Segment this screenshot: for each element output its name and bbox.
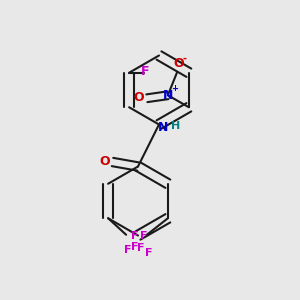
Text: O: O xyxy=(173,57,184,70)
Text: H: H xyxy=(171,121,180,131)
Text: F: F xyxy=(145,248,152,258)
Text: -: - xyxy=(182,53,186,63)
Text: O: O xyxy=(100,154,110,168)
Text: F: F xyxy=(140,231,148,241)
Text: F: F xyxy=(131,231,139,241)
Text: O: O xyxy=(134,91,144,104)
Text: N: N xyxy=(163,89,173,102)
Text: +: + xyxy=(171,84,178,93)
Text: F: F xyxy=(131,242,139,252)
Text: F: F xyxy=(141,65,150,78)
Text: F: F xyxy=(137,243,145,253)
Text: F: F xyxy=(124,245,131,255)
Text: N: N xyxy=(158,121,169,134)
